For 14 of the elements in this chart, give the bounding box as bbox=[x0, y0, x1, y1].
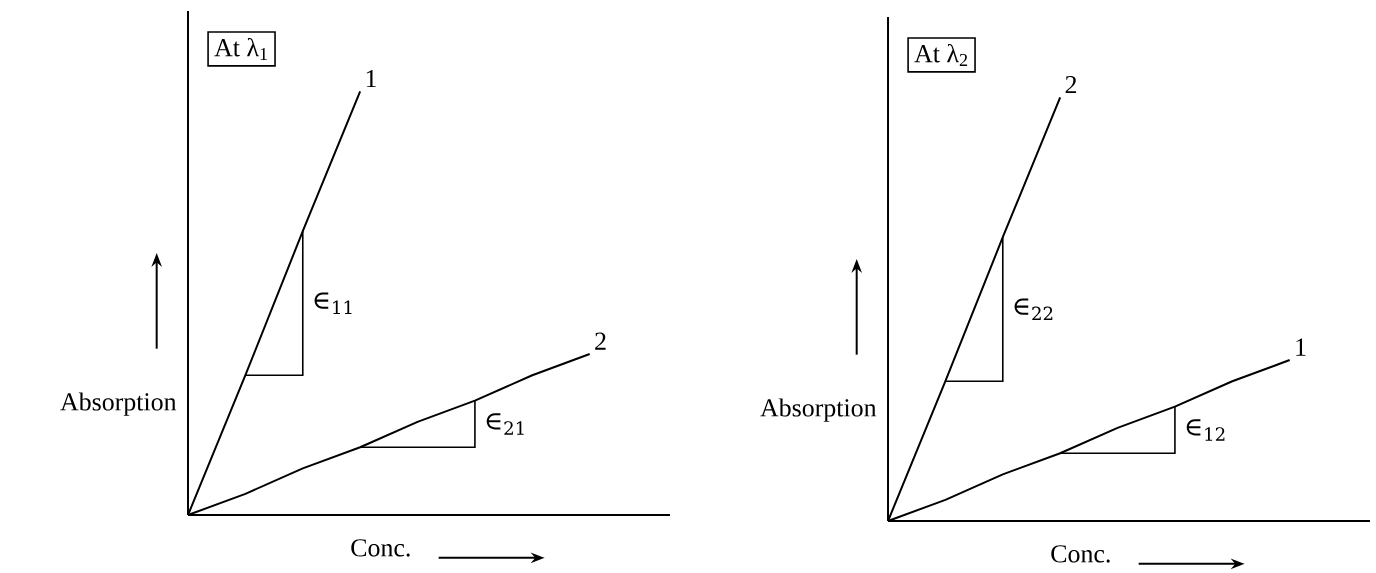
x-axis-title: Conc. bbox=[1051, 545, 1110, 563]
series-label: 1 bbox=[366, 69, 376, 88]
chart-title: At λ$_{2}$ bbox=[914, 43, 968, 66]
series-label: 2 bbox=[595, 332, 606, 350]
annotation: ∈$_{22}$ bbox=[1014, 298, 1053, 320]
chart-title: At λ$_{1}$ bbox=[214, 37, 267, 60]
series-label: 2 bbox=[1065, 75, 1077, 94]
series-label: 1 bbox=[1296, 338, 1306, 356]
annotation: ∈$_{21}$ bbox=[486, 413, 524, 435]
y-axis-title: Absorption bbox=[60, 392, 177, 416]
annotation: ∈$_{11}$ bbox=[314, 292, 352, 314]
annotation: ∈$_{12}$ bbox=[1186, 419, 1225, 441]
y-axis-title: Absorption bbox=[760, 398, 877, 422]
x-axis-title: Conc. bbox=[351, 539, 410, 557]
